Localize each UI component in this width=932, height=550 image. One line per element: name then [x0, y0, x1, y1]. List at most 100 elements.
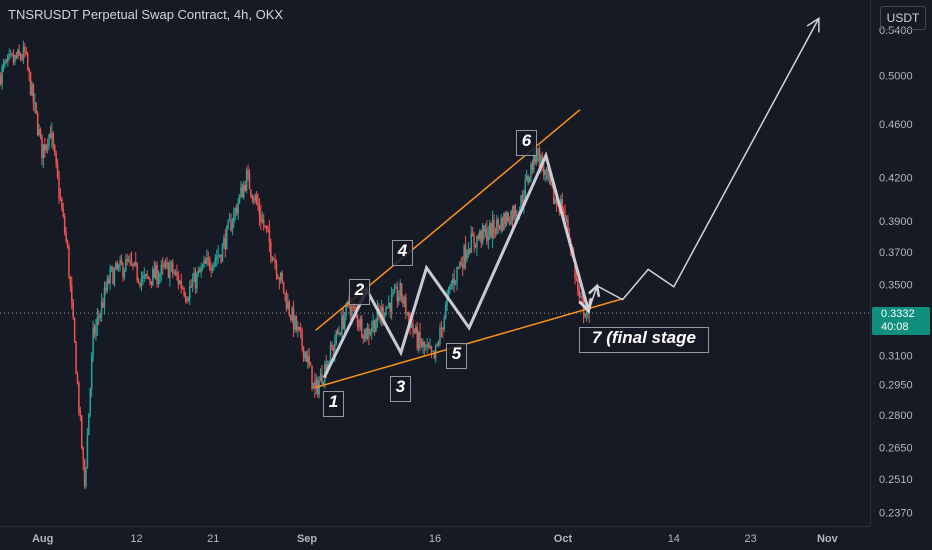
candle-body — [14, 55, 16, 63]
candle-body — [11, 53, 13, 55]
candle-body — [257, 202, 259, 207]
candle-body — [216, 257, 218, 259]
candle-body — [449, 286, 451, 290]
candle-body — [464, 245, 467, 260]
wave-label-6: 6 — [516, 130, 537, 156]
candle-body — [301, 330, 303, 347]
candle-body — [322, 381, 325, 385]
candle-body — [584, 314, 586, 317]
candle-body — [271, 256, 273, 261]
candle-body — [302, 346, 305, 358]
candle-body — [173, 272, 175, 274]
candle-body — [255, 195, 258, 203]
candle-body — [481, 225, 484, 244]
candle-body — [461, 264, 464, 268]
candle-body — [318, 381, 320, 395]
candle-body — [157, 278, 160, 285]
projection-path — [587, 18, 820, 312]
price-tick-label: 0.3500 — [879, 279, 913, 291]
candle-body — [115, 263, 117, 270]
candle-body — [297, 326, 299, 331]
wave-label-5: 5 — [446, 343, 467, 369]
candle-body — [89, 388, 92, 414]
candle-body — [46, 145, 49, 147]
candle-body — [452, 279, 454, 285]
currency-button[interactable]: USDT — [880, 6, 926, 30]
candle-body — [393, 288, 396, 293]
candle-body — [349, 305, 352, 316]
candle-body — [260, 214, 262, 222]
candle-body — [388, 302, 390, 307]
candle-body — [437, 343, 440, 345]
candle-body — [122, 264, 124, 277]
candle-body — [548, 177, 551, 179]
candle-body — [528, 177, 531, 183]
candle-body — [565, 218, 568, 220]
candle-body — [96, 316, 99, 326]
candle-body — [228, 220, 231, 222]
candle-body — [417, 332, 420, 349]
candle-body — [272, 259, 275, 261]
candle-body — [444, 305, 447, 318]
candle-body — [497, 219, 500, 226]
candle-body — [361, 318, 363, 337]
time-axis: Aug 12 21 Sep 16 Oct 14 23 Nov — [32, 533, 839, 545]
time-tick-label: 14 — [668, 533, 680, 545]
candle-body — [184, 295, 187, 300]
candle-body — [343, 317, 346, 329]
candle-body — [221, 244, 224, 262]
candle-body — [581, 296, 583, 299]
candle-body — [467, 249, 470, 254]
candle-body — [154, 265, 157, 278]
candle-body — [149, 278, 151, 282]
candle-body — [61, 198, 63, 209]
candle-body — [26, 53, 29, 69]
candle-body — [510, 210, 512, 225]
candle-body — [369, 332, 372, 335]
candle-body — [179, 280, 181, 285]
candle-body — [265, 225, 268, 229]
candle-body — [95, 325, 97, 335]
price-tick-label: 0.2650 — [879, 442, 913, 454]
candle-body — [53, 145, 56, 154]
candle-body — [68, 246, 70, 277]
candle-body — [86, 435, 89, 469]
candle-body — [72, 301, 74, 318]
candle-body — [28, 68, 30, 73]
candle-body — [552, 185, 555, 205]
candle-body — [476, 236, 478, 248]
candle-body — [484, 227, 487, 232]
candle-body — [292, 307, 295, 330]
candle-body — [197, 270, 200, 274]
candle-body — [399, 283, 401, 297]
candle-body — [402, 299, 404, 304]
price-tick-label: 0.2370 — [879, 508, 913, 520]
candle-body — [543, 167, 545, 175]
candle-body — [413, 329, 416, 333]
candle-body — [48, 133, 50, 147]
candle-body — [311, 365, 313, 389]
candle-body — [351, 306, 353, 316]
candle-body — [426, 345, 428, 347]
wave-label-3: 3 — [390, 376, 411, 402]
candle-body — [345, 303, 347, 318]
candle-body — [470, 233, 472, 253]
candle-body — [39, 129, 42, 135]
candle-body — [109, 267, 111, 284]
bounce-arrowhead — [588, 283, 601, 298]
candle-body — [545, 168, 548, 171]
candle-body — [362, 336, 364, 339]
candle-body — [531, 164, 534, 170]
time-tick-label: 16 — [429, 533, 441, 545]
candle-body — [385, 307, 387, 316]
candle-body — [220, 255, 222, 262]
candle-body — [425, 346, 427, 348]
candle-body — [281, 273, 283, 282]
candle-body — [186, 299, 188, 302]
candle-body — [24, 47, 26, 52]
candle-body — [496, 219, 498, 234]
candle-body — [117, 265, 120, 269]
candle-body — [298, 326, 300, 330]
candle-body — [547, 168, 549, 179]
candle-body — [108, 278, 110, 284]
